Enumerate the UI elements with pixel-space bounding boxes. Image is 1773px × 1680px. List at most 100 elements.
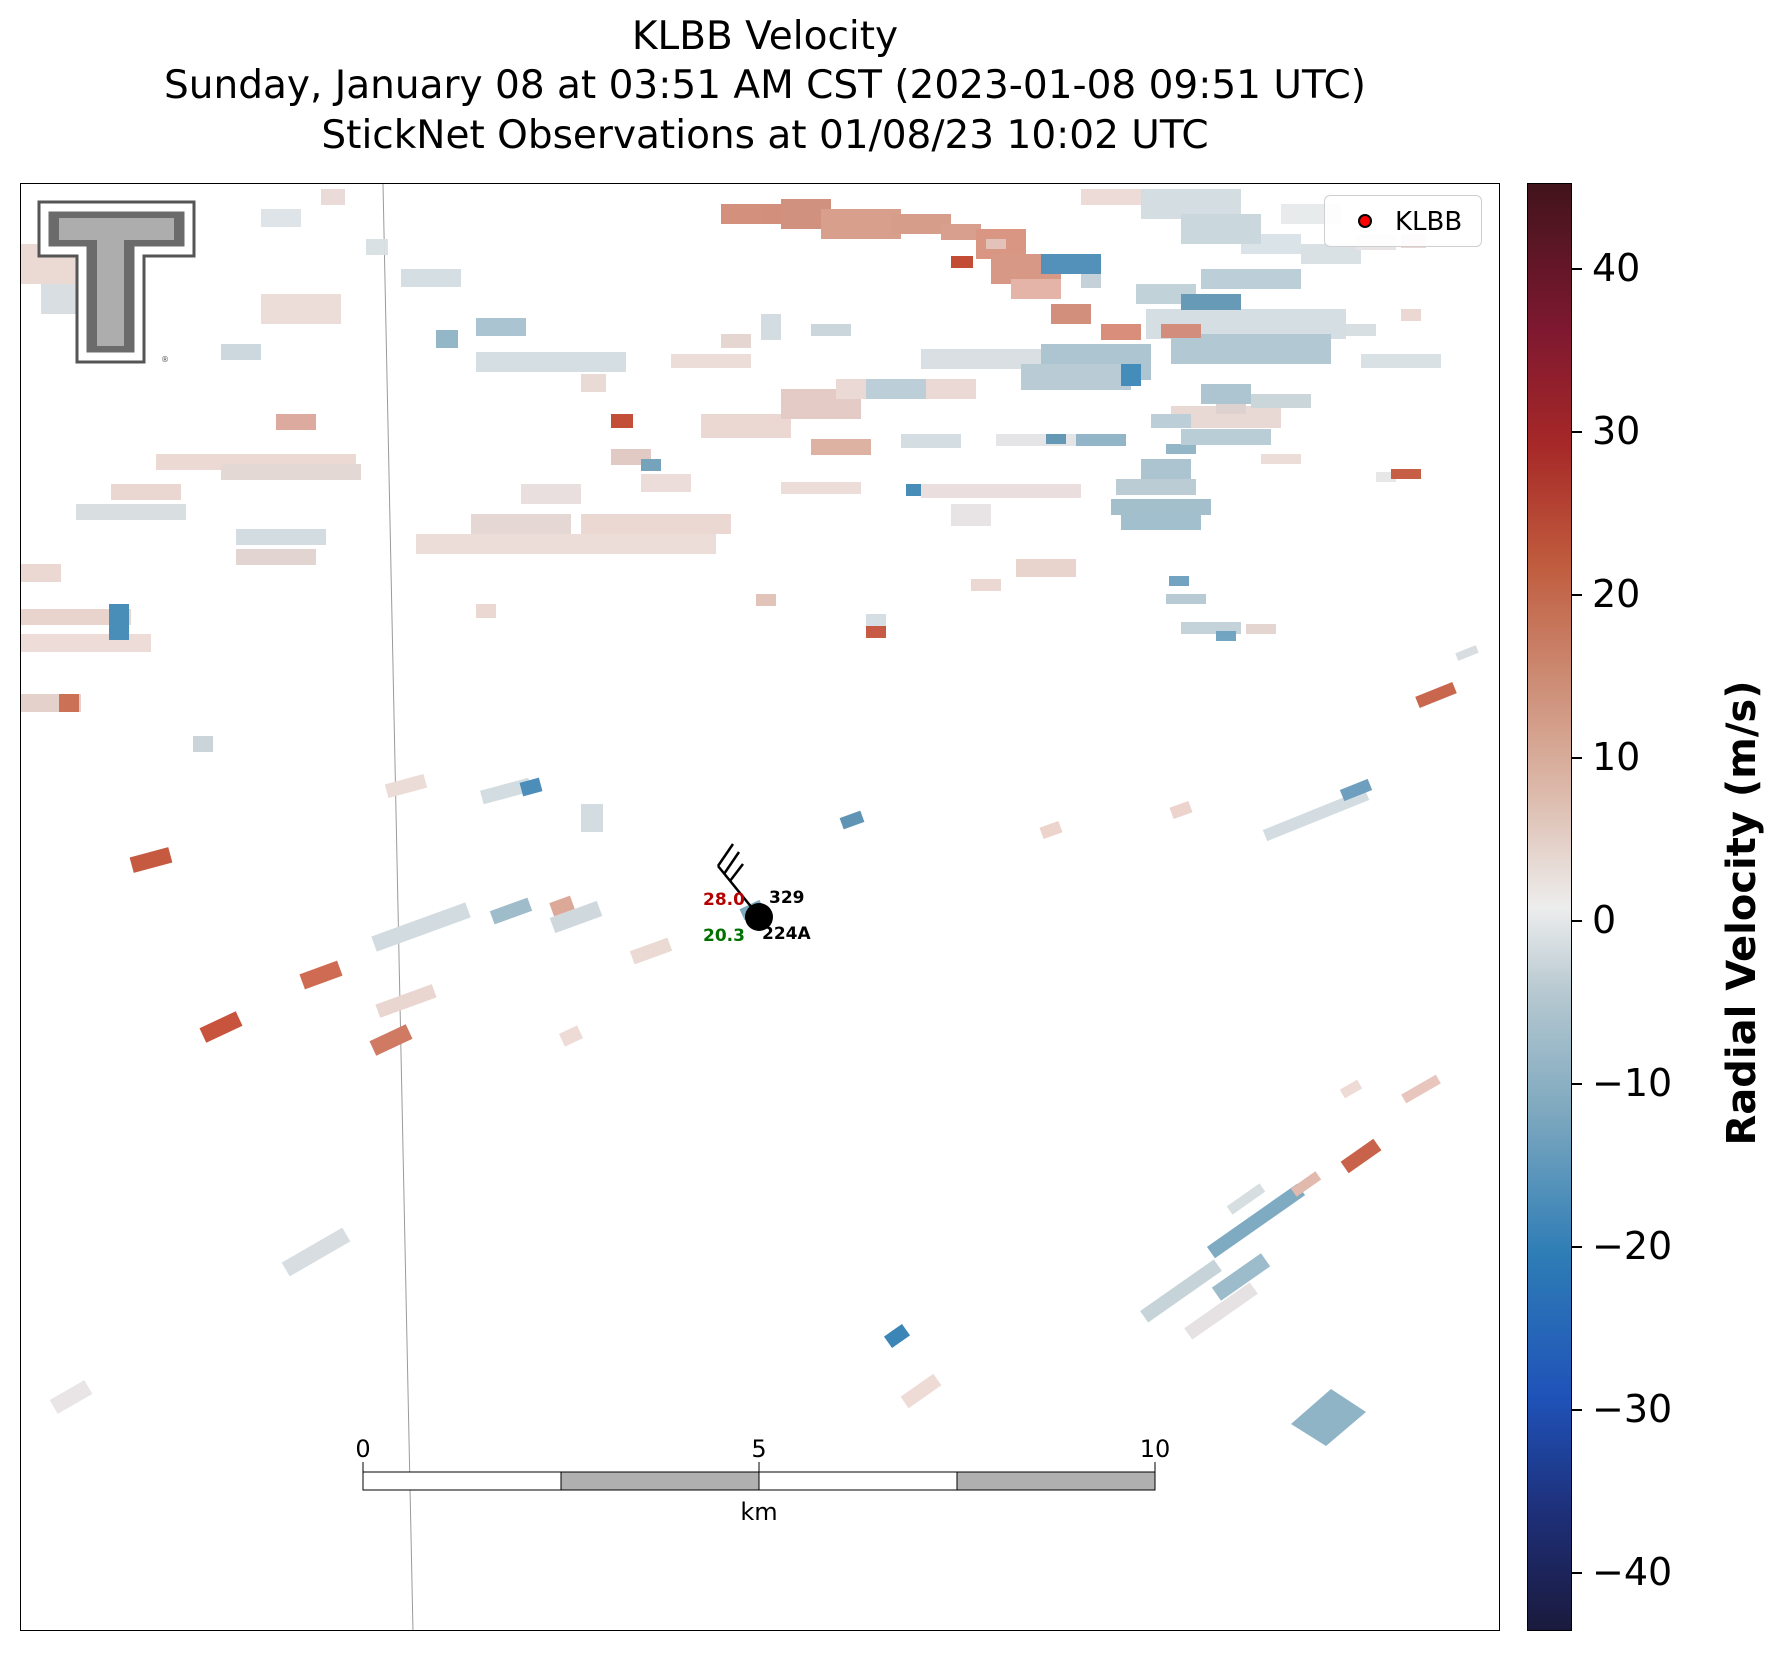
colorbar-tick-label: −40 (1592, 1550, 1673, 1594)
echo-streak (281, 1227, 351, 1277)
echo-cell (21, 564, 61, 582)
echo-streak (1262, 788, 1370, 842)
echo-cell (641, 459, 661, 471)
svg-text:®: ® (161, 355, 169, 364)
echo-cell (1116, 479, 1196, 495)
colorbar-tick-mark (1572, 920, 1582, 922)
echo-cell (781, 482, 861, 494)
radar-map[interactable]: ® 0 5 10 km 28.0 20.3 329 224A (20, 183, 1500, 1631)
velocity-colorbar (1527, 183, 1572, 1631)
echo-cell (21, 634, 151, 652)
echo-cell (1111, 499, 1211, 515)
colorbar-tick-mark (1572, 1409, 1582, 1411)
legend-label-klbb: KLBB (1395, 207, 1463, 237)
echo-streak (199, 1011, 243, 1043)
echo-cell (1041, 254, 1101, 274)
echo-cell (1081, 274, 1101, 288)
colorbar-tick-label: −10 (1592, 1061, 1673, 1105)
echo-cell (641, 474, 691, 492)
echo-cell (971, 579, 1001, 591)
echo-streak (549, 900, 603, 934)
echo-cell (1181, 429, 1271, 445)
echo-cell (236, 529, 326, 545)
echo-cell (951, 256, 973, 268)
echo-cell (811, 439, 871, 455)
echo-cell (1046, 434, 1066, 444)
echo-cell (1216, 631, 1236, 641)
colorbar-tick-mark (1572, 268, 1582, 270)
echo-streak (883, 1323, 911, 1349)
echo-cell (321, 189, 345, 205)
echo-cell (811, 324, 851, 336)
echo-streak (839, 810, 865, 830)
county-boundary-line (382, 184, 414, 1630)
radar-streaks (49, 645, 1479, 1446)
echo-streak (129, 847, 173, 873)
echo-streak (1340, 1138, 1382, 1174)
echo-cell (1261, 454, 1301, 464)
echo-cell (951, 504, 991, 526)
echo-streak (900, 1373, 942, 1409)
echo-cell (611, 414, 633, 428)
colorbar-tick-label: 0 (1592, 898, 1617, 942)
echo-cell (221, 464, 361, 480)
echo-cell (701, 414, 791, 438)
echo-cell (1376, 472, 1396, 482)
echo-streak (299, 960, 343, 990)
sticknet-station-plot: 28.0 20.3 329 224A (703, 843, 811, 946)
echo-cell (1361, 354, 1441, 368)
echo-streak (1339, 778, 1373, 802)
echo-cell (1081, 189, 1141, 205)
echo-cell (111, 484, 181, 500)
echo-streak (371, 902, 471, 952)
echo-cell (866, 626, 886, 638)
echo-streak (1169, 800, 1193, 820)
station-dewpoint: 20.3 (703, 926, 745, 946)
echo-cell (761, 314, 781, 340)
echo-streak (1455, 645, 1479, 661)
echo-cell (1181, 214, 1261, 244)
echo-cell (756, 594, 776, 606)
station-temperature: 28.0 (703, 890, 745, 910)
scale-unit-label: km (740, 1498, 777, 1526)
echo-cell (821, 209, 901, 239)
radar-echoes (21, 189, 1441, 752)
echo-cell (1169, 576, 1189, 586)
echo-cell (1121, 514, 1201, 530)
colorbar-tick-label: 20 (1592, 572, 1641, 616)
colorbar-title: Radial Velocity (m/s) (1719, 680, 1765, 1146)
echo-cell (476, 318, 526, 336)
echo-cell (261, 294, 341, 324)
scale-tick-5: 5 (751, 1435, 766, 1463)
echo-streak (375, 984, 437, 1018)
echo-streak (489, 897, 533, 925)
echo-cell (941, 224, 981, 240)
echo-cell (1051, 304, 1091, 324)
echo-cell (1151, 414, 1191, 428)
echo-cell (671, 354, 751, 368)
echo-cell (109, 604, 129, 640)
echo-cell (1166, 444, 1196, 454)
echo-cell (366, 239, 388, 255)
echo-cell (1101, 324, 1141, 340)
echo-cell (276, 414, 316, 430)
echo-cell (986, 239, 1006, 249)
echo-cell (581, 514, 731, 534)
echo-cell (1391, 469, 1421, 479)
echo-streak (1184, 1282, 1258, 1340)
colorbar-tick-label: −20 (1592, 1224, 1673, 1268)
texas-tech-double-t-logo: ® (37, 200, 196, 364)
echo-cell (1121, 364, 1141, 386)
station-marker (745, 903, 773, 931)
echo-cell (1141, 459, 1191, 479)
title-line-3: StickNet Observations at 01/08/23 10:02 … (321, 113, 1209, 158)
echo-cell (21, 609, 131, 625)
echo-cell (1401, 309, 1421, 321)
colorbar-tick-label: 30 (1592, 409, 1641, 453)
colorbar-tick-mark (1572, 1246, 1582, 1248)
echo-streak (1140, 1259, 1222, 1323)
echo-cell (1011, 279, 1061, 299)
echo-streak (1039, 820, 1063, 840)
echo-streak (549, 895, 575, 917)
echo-streak (1290, 1171, 1322, 1197)
